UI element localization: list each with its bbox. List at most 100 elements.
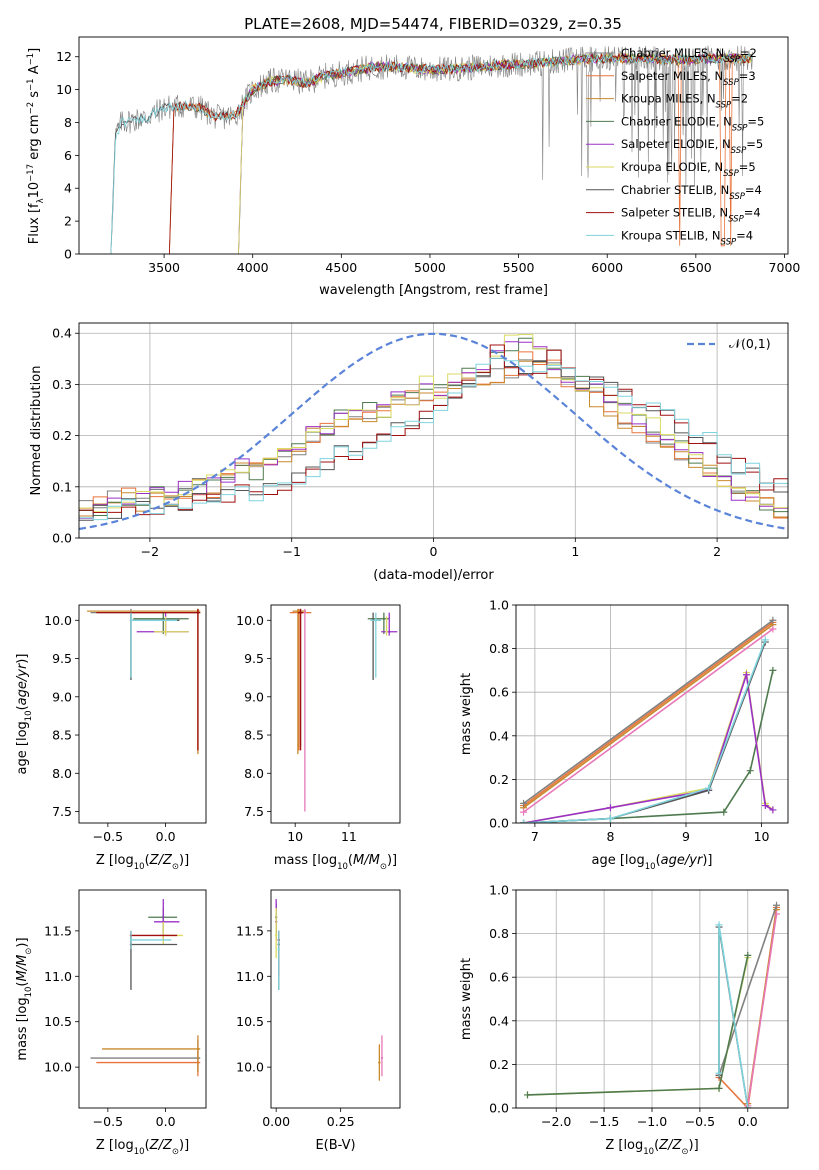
spectrum-panel: 3500 4000 4500 5000 5500 6000 6500 7000 0 2 4 6 8 10 1… bbox=[26, 36, 801, 298]
y-tick-label: 10.0 bbox=[44, 1060, 72, 1075]
y-tick-label: 0.4 bbox=[489, 728, 509, 743]
legend-label: Chabrier ELODIE, NSSP=5 bbox=[621, 114, 764, 133]
weight-marker bbox=[773, 901, 781, 909]
x-tick-label: 9 bbox=[682, 829, 690, 844]
y-tick-label: 10.0 bbox=[236, 1060, 264, 1075]
weight-line bbox=[718, 924, 749, 1108]
axes-frame bbox=[515, 889, 789, 1109]
weight-line bbox=[527, 957, 749, 1096]
legend-label: Kroupa MILES, NSSP=2 bbox=[621, 92, 748, 111]
legend-label: Salpeter ELODIE, NSSP=5 bbox=[621, 137, 763, 156]
y-tick-label: 10 bbox=[56, 82, 72, 97]
y-axis-label: age [log10(age/yr)] bbox=[15, 654, 34, 775]
x-tick-label: 5000 bbox=[414, 260, 446, 275]
weight-marker bbox=[769, 806, 777, 814]
y-tick-label: 11.0 bbox=[236, 969, 264, 984]
axes-frame bbox=[78, 604, 207, 824]
y-tick-label: 10.5 bbox=[44, 1014, 72, 1029]
y-tick-label: 0.4 bbox=[489, 1013, 509, 1028]
y-tick-label: 0.2 bbox=[489, 772, 509, 787]
x-tick-label: 7 bbox=[531, 829, 539, 844]
x-axis-label: age [log10(age/yr)] bbox=[592, 853, 713, 872]
y-tick-label: 0.8 bbox=[489, 641, 509, 656]
y-tick-label: 0.1 bbox=[52, 479, 72, 494]
y-tick-label: 10.5 bbox=[236, 1014, 264, 1029]
weight-marker bbox=[742, 671, 750, 679]
x-tick-label: 0.0 bbox=[156, 1114, 176, 1129]
y-tick-label: 7.5 bbox=[52, 804, 72, 819]
histogram-step bbox=[79, 344, 788, 516]
data-point bbox=[388, 630, 391, 633]
weight-marker bbox=[720, 808, 728, 816]
data-point bbox=[164, 630, 167, 633]
data-point bbox=[196, 611, 200, 614]
y-tick-label: 0.2 bbox=[489, 1057, 509, 1072]
x-tick-label: 4500 bbox=[325, 260, 357, 275]
x-tick-label: −2 bbox=[141, 544, 159, 559]
y-tick-label: 2 bbox=[64, 214, 72, 229]
weight-marker bbox=[520, 819, 528, 823]
spectrum-line bbox=[169, 52, 752, 254]
y-tick-label: 12 bbox=[56, 49, 72, 64]
data-point bbox=[380, 1056, 384, 1060]
age-vs-Z-panel: −0.5 0.0 7.5 8.0 8.5 9.0 9.5 10.0 age [log10(age… bbox=[15, 604, 207, 872]
y-tick-label: 8.0 bbox=[52, 766, 72, 781]
y-tick-label: 4 bbox=[64, 181, 72, 196]
weight-marker bbox=[523, 1091, 531, 1099]
y-tick-label: 11.0 bbox=[44, 969, 72, 984]
y-axis-label: Flux [fλ10−17 erg cm−2 s−1 A−1] bbox=[26, 48, 46, 244]
y-tick-label: 0.0 bbox=[489, 816, 509, 831]
axes-frame bbox=[270, 889, 401, 1109]
data-point bbox=[385, 630, 388, 633]
y-tick-label: 0.4 bbox=[52, 326, 72, 341]
x-tick-label: 6000 bbox=[591, 260, 623, 275]
y-tick-label: 1.0 bbox=[489, 598, 509, 613]
axes-frame bbox=[78, 36, 789, 255]
age-vs-mass-panel: 10 11 7.5 8.0 8.5 9.0 9.5 10.0 mass [log10(M/M⊙)… bbox=[236, 604, 401, 872]
y-tick-label: 11.5 bbox=[44, 923, 72, 938]
weight-marker bbox=[705, 784, 713, 792]
data-point bbox=[296, 609, 300, 613]
data-point bbox=[274, 934, 278, 937]
x-tick-label: 0.0 bbox=[156, 829, 176, 844]
weight-marker bbox=[761, 802, 769, 810]
data-point bbox=[129, 938, 133, 942]
weight-line bbox=[523, 674, 774, 823]
y-tick-label: 10.0 bbox=[236, 613, 264, 628]
weight-marker bbox=[769, 666, 777, 674]
y-tick-label: 9.0 bbox=[52, 689, 72, 704]
x-tick-label: 1 bbox=[571, 544, 579, 559]
axes-frame bbox=[78, 889, 207, 1109]
x-tick-label: 7000 bbox=[769, 260, 801, 275]
x-tick-label: −1.0 bbox=[637, 1114, 667, 1129]
x-tick-label: −1 bbox=[282, 544, 300, 559]
spectrum-line bbox=[110, 52, 753, 254]
weight-line bbox=[747, 913, 778, 1106]
spectrum-line bbox=[169, 52, 752, 254]
weight-marker bbox=[715, 921, 723, 929]
weight-line bbox=[523, 639, 767, 823]
mass-weight-vs-age-panel: 7 8 9 10 0.0 0.2 0.4 0.6 0.8 1.0 mass weight age [l… bbox=[459, 598, 789, 872]
x-tick-label: 0.00 bbox=[262, 1114, 290, 1129]
weight-line bbox=[527, 955, 749, 1096]
histogram-step bbox=[79, 334, 788, 513]
y-tick-label: 1.0 bbox=[489, 883, 509, 898]
x-axis-label: Z [log10(Z/Z⊙)] bbox=[605, 1138, 698, 1157]
x-tick-label: 10 bbox=[287, 829, 303, 844]
residuals-panel: −2 −1 0 1 2 0.0 0.1 0.2 0.3 0.4 𝒩(0,1) Normed distr… bbox=[29, 322, 789, 583]
x-axis-label: Z [log10(Z/Z⊙)] bbox=[96, 1138, 189, 1157]
weight-line bbox=[523, 628, 774, 813]
y-tick-label: 8.0 bbox=[244, 766, 264, 781]
x-tick-label: 8 bbox=[606, 829, 614, 844]
mass-vs-Z-panel: −0.5 0.0 10.0 10.5 11.0 11.5 mass [log10(M/M⊙)… bbox=[15, 889, 207, 1157]
x-axis-label: (data-model)/error bbox=[373, 568, 494, 583]
x-tick-label: 3500 bbox=[148, 260, 180, 275]
x-axis-label: Z [log10(Z/Z⊙)] bbox=[96, 853, 189, 872]
data-point bbox=[299, 611, 302, 614]
weight-marker bbox=[744, 1104, 752, 1108]
weight-marker bbox=[606, 804, 614, 812]
weight-marker bbox=[746, 767, 754, 775]
mass-vs-EBV-panel: 0.00 0.25 10.0 10.5 11.0 11.5 E(B-V) bbox=[236, 889, 401, 1153]
y-axis-label: Normed distribution bbox=[29, 366, 44, 496]
x-tick-label: 11 bbox=[341, 829, 357, 844]
